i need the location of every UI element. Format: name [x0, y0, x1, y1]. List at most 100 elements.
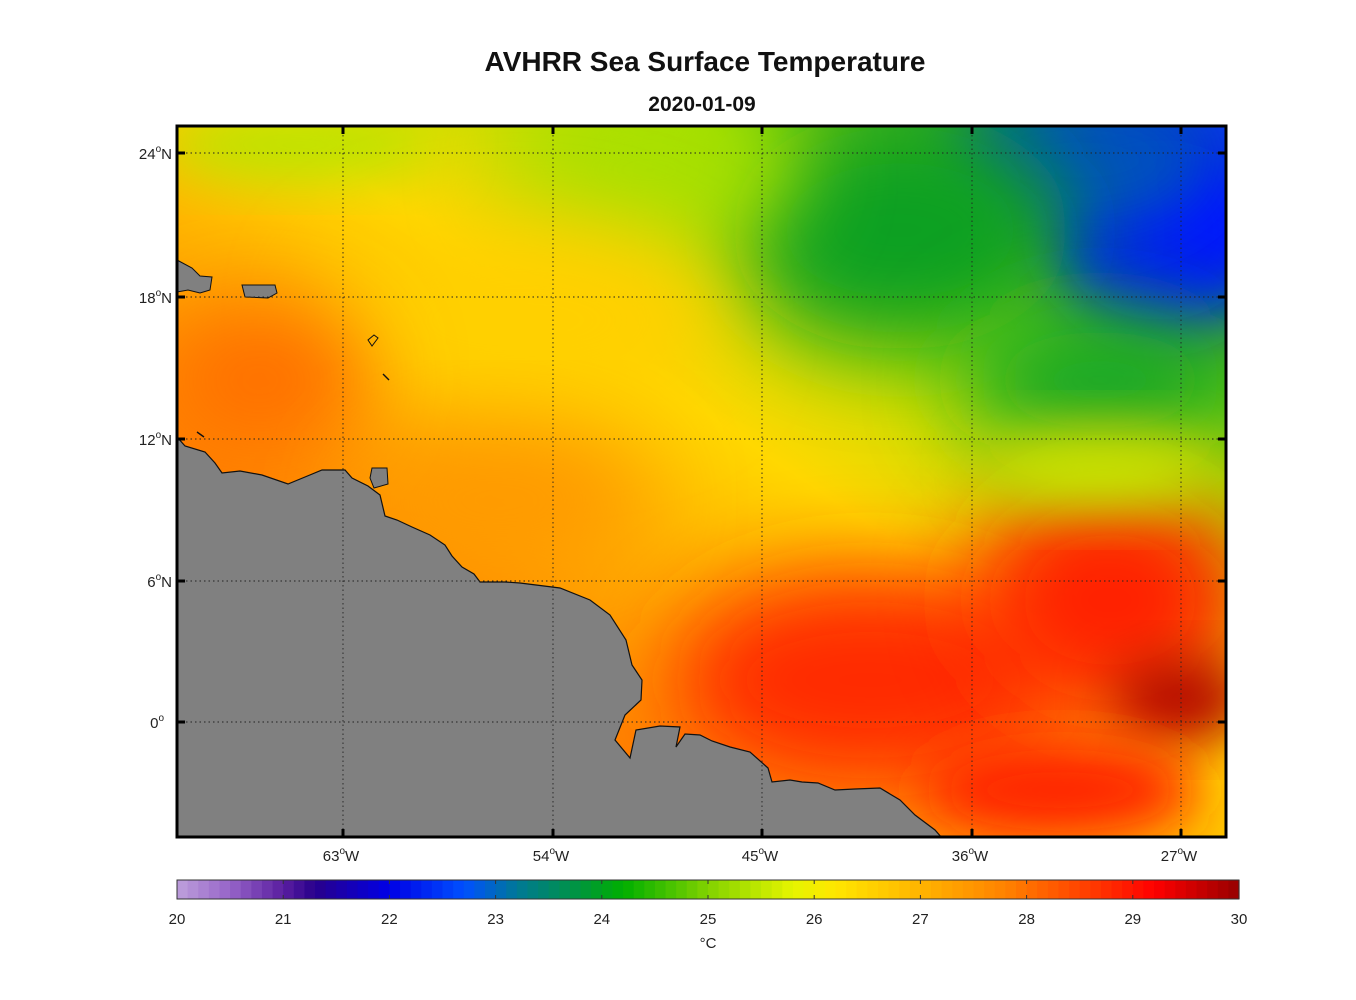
- map-title: AVHRR Sea Surface Temperature: [484, 46, 926, 77]
- colorbar-cell: [708, 880, 720, 899]
- colorbar-cell: [1037, 880, 1049, 899]
- colorbar-tick-label: 28: [1018, 911, 1035, 928]
- lat-label: 24oN: [139, 144, 172, 163]
- colorbar-cell: [814, 880, 826, 899]
- colorbar-cell: [601, 880, 614, 899]
- colorbar-cell: [1154, 880, 1166, 899]
- colorbar-cell: [580, 880, 592, 899]
- colorbar-cell: [1196, 880, 1208, 899]
- land-masses: [177, 259, 942, 837]
- colorbar-cell: [962, 880, 975, 899]
- colorbar-cell: [474, 880, 486, 899]
- graticule-lines: [177, 126, 1226, 837]
- colorbar-cell: [378, 880, 390, 899]
- lesser-antilles-island: [196, 431, 205, 438]
- colorbar-cell: [771, 880, 783, 899]
- colorbar-cell: [867, 880, 879, 899]
- colorbar-cell: [792, 880, 805, 899]
- colorbar-cell: [1058, 880, 1070, 899]
- colorbar-cell: [421, 880, 433, 899]
- colorbar-cell: [559, 880, 571, 899]
- colorbar-cell: [230, 880, 242, 899]
- colorbar-cell: [877, 880, 890, 899]
- colorbar-tick-label: 22: [381, 911, 398, 928]
- colorbar-cell: [1079, 880, 1091, 899]
- colorbar-cell: [644, 880, 656, 899]
- colorbar-cell: [400, 880, 412, 899]
- colorbar-cell: [623, 880, 635, 899]
- colorbar-cell: [856, 880, 868, 899]
- colorbar-cell: [1100, 880, 1113, 899]
- colorbar-cell: [198, 880, 210, 899]
- puerto-rico-island: [241, 284, 278, 299]
- colorbar-cell: [187, 880, 199, 899]
- colorbar-cell: [1122, 880, 1134, 899]
- colorbar-cell: [506, 880, 518, 899]
- colorbar-cell: [240, 880, 252, 899]
- colorbar-cell: [315, 880, 327, 899]
- colorbar-cell: [676, 880, 688, 899]
- colorbar-cell: [612, 880, 624, 899]
- colorbar-cell: [654, 880, 667, 899]
- colorbar-cell: [729, 880, 741, 899]
- colorbar-cell: [994, 880, 1006, 899]
- colorbar-cell: [931, 880, 943, 899]
- colorbar-cell: [453, 880, 465, 899]
- lat-label: 0o: [150, 713, 164, 732]
- colorbar-cells: [177, 880, 1240, 899]
- colorbar-cell: [1175, 880, 1187, 899]
- colorbar-tick-label: 20: [169, 911, 186, 928]
- colorbar-cell: [888, 880, 900, 899]
- lon-label: 63oW: [323, 846, 360, 865]
- lon-label: 54oW: [533, 846, 570, 865]
- lat-label: 18oN: [139, 288, 172, 307]
- colorbar-cell: [591, 880, 603, 899]
- lon-label: 36oW: [952, 846, 989, 865]
- colorbar-cell: [1164, 880, 1176, 899]
- colorbar-cell: [325, 880, 337, 899]
- colorbar-tick-label: 24: [593, 911, 610, 928]
- colorbar-cell: [718, 880, 730, 899]
- colorbar-cell: [548, 880, 560, 899]
- colorbar-cell: [1090, 880, 1102, 899]
- colorbar-cell: [569, 880, 582, 899]
- lon-label: 27oW: [1161, 846, 1198, 865]
- colorbar-cell: [633, 880, 645, 899]
- colorbar-cell: [346, 880, 359, 899]
- colorbar-cell: [1026, 880, 1038, 899]
- colorbar-cell: [824, 880, 837, 899]
- colorbar-cell: [973, 880, 985, 899]
- colorbar-cell: [1185, 880, 1198, 899]
- colorbar-cell: [283, 880, 295, 899]
- lat-label: 6oN: [147, 572, 172, 591]
- colorbar-cell: [293, 880, 306, 899]
- colorbar-cell: [782, 880, 794, 899]
- colorbar-cell: [410, 880, 422, 899]
- map-frame: [175, 124, 1228, 839]
- colorbar-tick-label: 23: [487, 911, 504, 928]
- colorbar-cell: [272, 880, 284, 899]
- colorbar-cell: [177, 880, 189, 899]
- colorbar-cell: [1069, 880, 1081, 899]
- colorbar-cell: [1015, 880, 1028, 899]
- colorbar-cell: [803, 880, 815, 899]
- colorbar-cell: [835, 880, 847, 899]
- colorbar-cell: [527, 880, 539, 899]
- colorbar: 20 21 22 23 24 25 26 27 28 29 30 °C: [169, 879, 1247, 952]
- colorbar-cell: [251, 880, 263, 899]
- colorbar-cell: [368, 880, 380, 899]
- colorbar-cell: [952, 880, 964, 899]
- colorbar-cell: [219, 880, 231, 899]
- colorbar-cell: [357, 880, 369, 899]
- colorbar-cell: [442, 880, 454, 899]
- colorbar-cell: [516, 880, 529, 899]
- south-america-landmass: [177, 436, 942, 837]
- colorbar-cell: [1207, 880, 1219, 899]
- colorbar-cell: [1047, 880, 1060, 899]
- map-subtitle: 2020-01-09: [648, 93, 756, 116]
- colorbar-tick-label: 25: [700, 911, 717, 928]
- colorbar-cell: [941, 880, 953, 899]
- latitude-labels: 24oN 18oN 12oN 6oN 0o: [139, 144, 172, 732]
- colorbar-cell: [984, 880, 996, 899]
- lon-label: 45oW: [742, 846, 779, 865]
